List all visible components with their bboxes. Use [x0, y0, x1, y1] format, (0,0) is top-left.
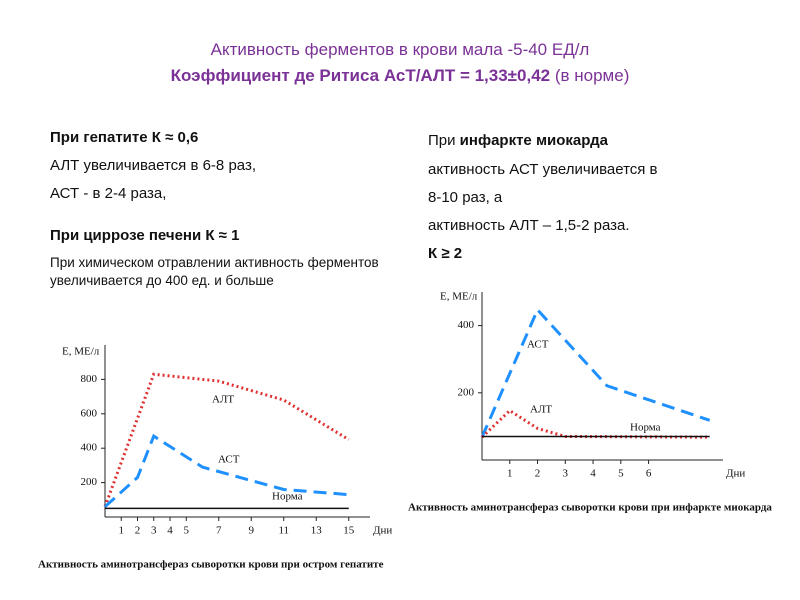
header-rest: (в норме): [550, 66, 630, 85]
text-bold: инфаркте миокарда: [459, 132, 608, 149]
x-tick-label: 7: [216, 525, 222, 537]
x-tick-label: 1: [119, 525, 125, 537]
series-line: [103, 433, 349, 508]
x-axis-label: Дни: [373, 525, 392, 537]
text: При: [428, 132, 460, 149]
text: При циррозе печени К ≈ 1: [50, 227, 240, 244]
x-axis-label: Дни: [726, 468, 745, 480]
y-tick-label: 200: [458, 386, 475, 398]
x-tick-label: 15: [343, 525, 355, 537]
y-axis-label: Е, МЕ/л: [62, 346, 100, 358]
series-line: [480, 307, 711, 438]
text: 8-10 раз, а: [428, 189, 503, 206]
y-tick-label: 400: [81, 442, 98, 454]
series-label: АСТ: [218, 454, 240, 466]
x-tick-label: 5: [618, 468, 624, 480]
x-tick-label: 3: [563, 468, 569, 480]
x-tick-label: 2: [135, 525, 141, 537]
chart-caption: Активность аминотрансфераз сыворотки кро…: [38, 559, 384, 571]
text: При гепатите К ≈ 0,6: [50, 129, 199, 146]
header-line: Активность ферментов в крови мала -5-40 …: [210, 40, 590, 59]
x-tick-label: 9: [249, 525, 255, 537]
y-tick-label: 400: [458, 319, 475, 331]
header-line: Коэффициент де Ритиса АсТ/АЛТ = 1,33±0,4…: [0, 66, 800, 86]
y-axis-label: Е, МЕ/л: [440, 291, 478, 303]
text: активность АСТ увеличивается в: [428, 161, 658, 178]
text: АЛТ увеличивается в 6-8 раз,: [50, 157, 257, 174]
text: К ≥ 2: [428, 245, 463, 262]
x-tick-label: 4: [590, 468, 596, 480]
x-tick-label: 11: [278, 525, 289, 537]
x-tick-label: 13: [311, 525, 323, 537]
x-tick-label: 1: [507, 468, 513, 480]
series-label: Норма: [272, 491, 303, 503]
text: При инфаркте миокарда: [428, 131, 608, 151]
y-tick-label: 600: [81, 407, 98, 419]
chart-caption: Активность аминотрансфераз сыворотки кро…: [408, 502, 772, 514]
series-label: АСТ: [527, 339, 549, 351]
x-tick-label: 3: [151, 525, 157, 537]
y-tick-label: 800: [81, 373, 98, 385]
x-tick-label: 2: [535, 468, 541, 480]
text: активность АЛТ – 1,5-2 раза.: [428, 217, 630, 234]
series-label: АЛТ: [212, 394, 234, 406]
series-line: [103, 372, 350, 508]
x-tick-label: 6: [646, 468, 652, 480]
y-tick-label: 200: [81, 476, 98, 488]
text: При химическом отравлении активность фер…: [50, 255, 379, 288]
series-label: АЛТ: [530, 404, 552, 416]
x-tick-label: 5: [184, 525, 190, 537]
series-line: [480, 408, 710, 439]
series-label: Норма: [630, 422, 661, 434]
header-bold: Коэффициент де Ритиса АсТ/АЛТ = 1,33±0,4…: [170, 66, 551, 85]
x-tick-label: 4: [167, 525, 173, 537]
text: АСТ - в 2-4 раза,: [50, 185, 167, 202]
